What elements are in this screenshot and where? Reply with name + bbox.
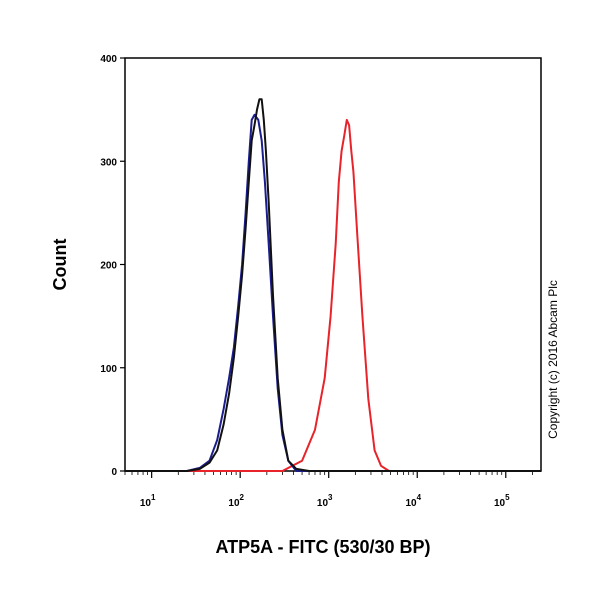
y-axis-ticks: 0 100 200 300 400 [100, 54, 125, 478]
plot-area [124, 57, 542, 472]
x-tick-label: 103 [317, 493, 333, 509]
x-axis-ticks: 101 102 103 104 105 [124, 471, 533, 509]
copyright-notice: Copyright (c) 2016 Abcam Plc [546, 280, 560, 439]
x-tick-label: 105 [494, 493, 510, 509]
y-tick-label: 300 [100, 157, 117, 168]
x-tick-label: 102 [228, 493, 244, 509]
x-tick-label: 104 [405, 493, 421, 509]
series-line-1 [125, 118, 541, 472]
x-axis-title: ATP5A - FITC (530/30 BP) [215, 537, 430, 557]
y-tick-label: 400 [100, 54, 117, 65]
series-layer [125, 98, 541, 472]
y-tick-label: 100 [100, 364, 117, 375]
y-tick-label: 200 [100, 261, 117, 272]
y-axis-title: Count [50, 239, 70, 291]
series-line-3 [125, 98, 541, 472]
plot-frame [124, 57, 542, 472]
x-tick-label: 101 [140, 493, 156, 509]
y-tick-label: 0 [111, 467, 117, 478]
